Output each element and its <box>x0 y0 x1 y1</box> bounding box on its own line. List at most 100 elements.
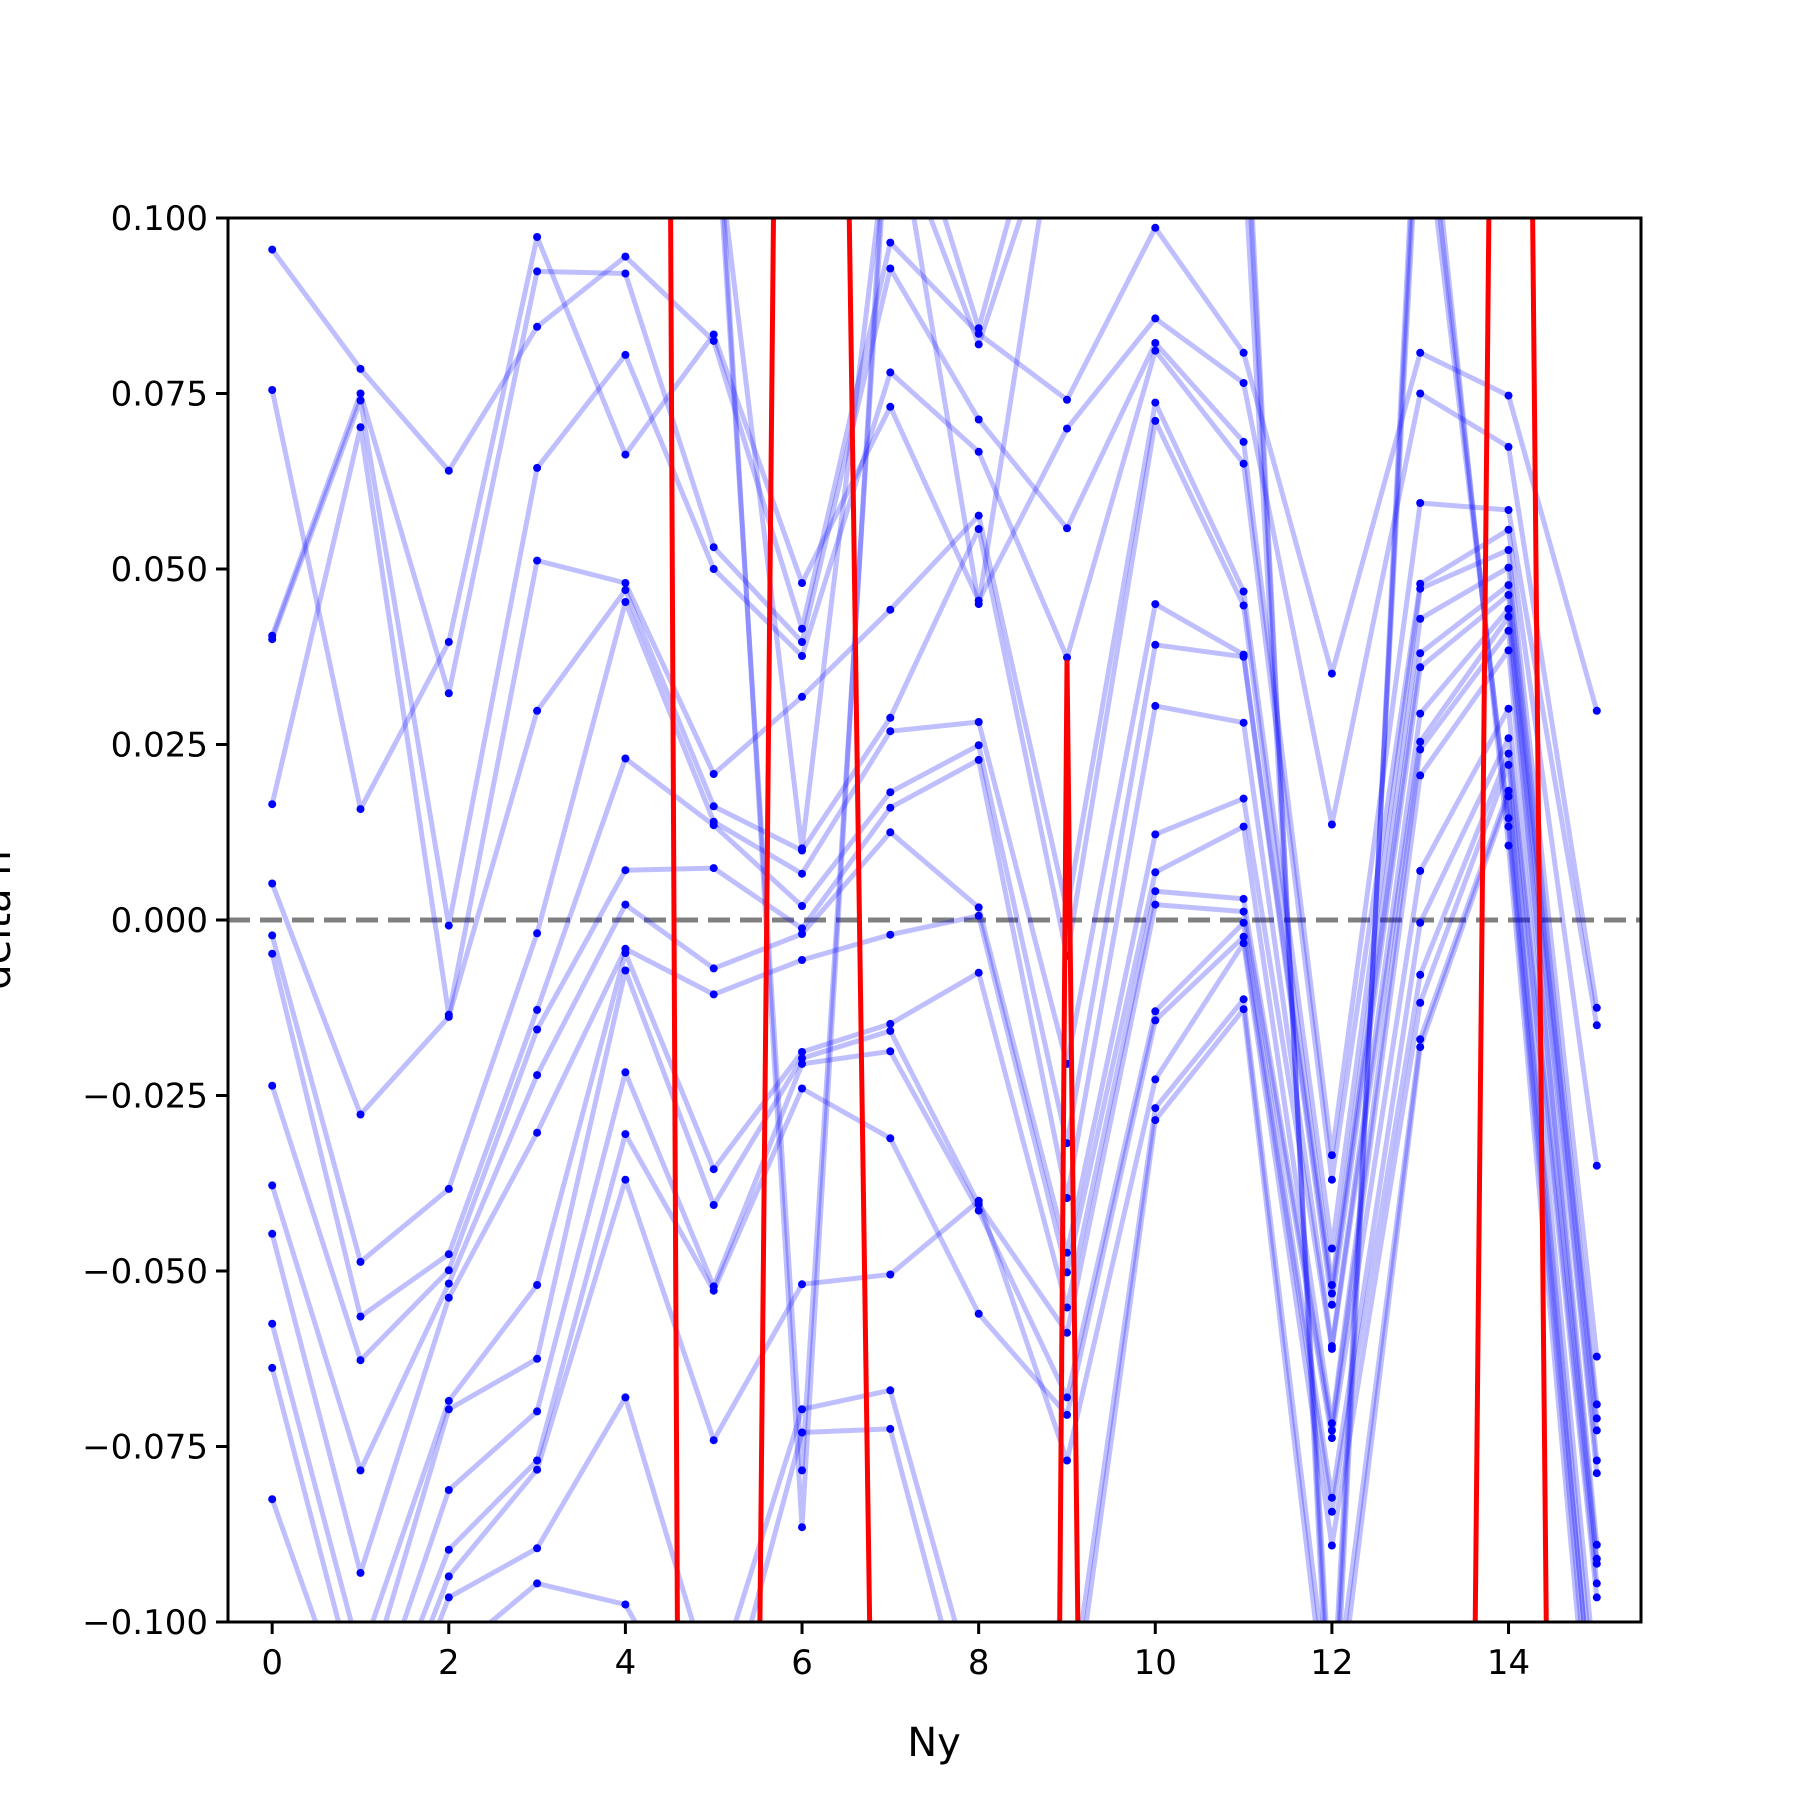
data-point <box>621 269 630 278</box>
data-point <box>1151 701 1160 710</box>
data-point <box>798 1428 806 1437</box>
x-tick-label: 12 <box>1310 1643 1353 1683</box>
data-point <box>1239 822 1248 831</box>
data-point <box>1416 709 1425 718</box>
data-point <box>886 1424 895 1433</box>
data-point <box>1327 1419 1336 1428</box>
data-point <box>1504 525 1513 534</box>
data-point <box>1592 1414 1601 1423</box>
data-point <box>356 396 365 405</box>
data-point <box>1504 646 1513 655</box>
data-point <box>1592 1352 1601 1361</box>
data-point <box>1327 1434 1336 1443</box>
series-line-3 <box>269 266 1600 1158</box>
data-point <box>1504 704 1513 713</box>
data-point <box>268 1229 277 1238</box>
data-point <box>1504 814 1513 823</box>
data-point <box>709 1201 718 1209</box>
data-point <box>1504 734 1513 743</box>
x-tick-label: 8 <box>968 1643 990 1683</box>
data-point <box>1239 794 1248 803</box>
data-point <box>621 579 630 587</box>
data-point <box>621 866 630 875</box>
data-point <box>268 245 277 254</box>
data-point <box>533 1281 542 1289</box>
y-tick-label: 0.075 <box>111 375 208 415</box>
data-point <box>268 949 277 958</box>
data-point <box>1151 640 1160 649</box>
data-point <box>533 929 542 938</box>
data-point <box>1504 546 1513 554</box>
data-point <box>1151 339 1160 347</box>
data-point <box>886 605 895 614</box>
data-point <box>1504 581 1513 590</box>
data-point <box>1327 1493 1336 1502</box>
data-point <box>886 727 895 736</box>
series-line-8 <box>269 592 1600 1431</box>
data-point <box>798 1059 806 1068</box>
data-point <box>1416 737 1425 746</box>
data-point <box>1239 918 1248 927</box>
data-point <box>1239 437 1248 446</box>
series-line-5 <box>269 400 1600 1357</box>
data-point <box>621 900 630 909</box>
data-point <box>1504 792 1513 801</box>
data-point <box>1063 1268 1071 1277</box>
data-point <box>1151 1007 1160 1016</box>
data-point <box>798 1466 806 1475</box>
data-point <box>1063 395 1071 404</box>
data-point <box>621 450 630 459</box>
data-point <box>1416 745 1425 754</box>
data-point <box>1327 1244 1336 1253</box>
data-point <box>1151 830 1160 839</box>
y-tick-label: −0.025 <box>82 1077 208 1117</box>
data-point <box>533 1407 542 1416</box>
data-point <box>268 1363 277 1372</box>
data-point <box>533 1071 542 1080</box>
data-point <box>1239 907 1248 916</box>
data-point <box>356 364 365 373</box>
data-point <box>1504 563 1513 572</box>
data-point <box>798 1054 806 1063</box>
data-point <box>1151 416 1160 425</box>
data-point <box>444 1293 453 1302</box>
data-point <box>533 1465 542 1474</box>
data-point <box>621 1393 630 1402</box>
data-point <box>798 902 806 910</box>
data-point <box>444 1012 453 1021</box>
data-point <box>1504 591 1513 599</box>
data-point <box>1239 932 1248 941</box>
x-tick-label: 0 <box>261 1643 283 1683</box>
data-point <box>533 1005 542 1014</box>
data-point <box>444 1405 453 1414</box>
data-point <box>1327 820 1336 829</box>
data-point <box>1504 822 1513 831</box>
data-point <box>1063 653 1071 662</box>
data-point <box>1592 1400 1601 1409</box>
data-point <box>798 1405 806 1414</box>
data-point <box>356 1312 365 1321</box>
data-point <box>886 803 895 812</box>
data-point <box>1592 1161 1601 1170</box>
data-point <box>798 692 806 701</box>
data-point <box>1592 1003 1601 1012</box>
data-point <box>974 911 983 920</box>
data-point <box>798 1523 806 1532</box>
data-point <box>533 706 542 715</box>
data-point <box>1592 706 1601 715</box>
data-point <box>886 264 895 273</box>
data-point <box>621 598 630 606</box>
data-point <box>1327 1281 1336 1289</box>
data-point <box>886 713 895 722</box>
data-point <box>709 864 718 873</box>
data-point <box>1416 1035 1425 1044</box>
data-point <box>1416 970 1425 979</box>
data-point <box>798 638 806 646</box>
data-point <box>1151 1016 1160 1025</box>
data-point <box>621 1600 630 1609</box>
data-point <box>1327 1300 1336 1309</box>
data-point <box>798 924 806 933</box>
data-point <box>444 638 453 646</box>
series-line-14 <box>269 735 1600 1622</box>
data-point <box>1063 424 1071 433</box>
